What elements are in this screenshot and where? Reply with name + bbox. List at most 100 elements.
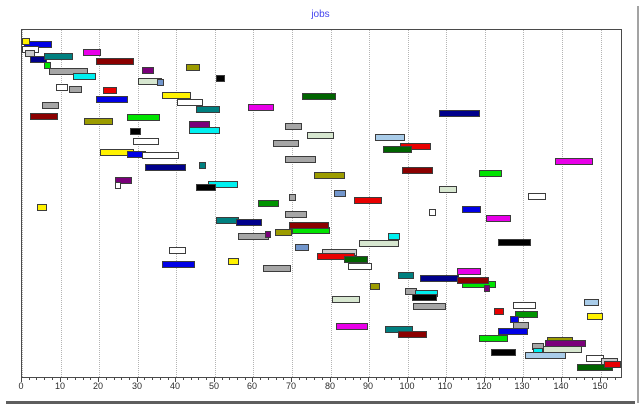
axis-tick <box>438 378 439 380</box>
gantt-bar <box>420 275 459 282</box>
gantt-bar <box>375 134 405 141</box>
axis-tick <box>453 378 454 380</box>
gantt-bar <box>285 211 307 218</box>
gantt-bar <box>584 299 599 306</box>
axis-tick <box>137 378 138 382</box>
gantt-bar <box>258 200 279 207</box>
axis-tick <box>52 378 53 380</box>
axis-tick <box>83 378 84 380</box>
axis-tick <box>90 378 91 380</box>
gantt-bar <box>348 263 372 270</box>
axis-tick <box>445 378 446 382</box>
gantt-bar <box>273 140 299 147</box>
axis-tick <box>476 378 477 380</box>
axis-tick <box>245 378 246 380</box>
gantt-bar <box>84 118 113 125</box>
gantt-bar <box>162 261 195 268</box>
axis-tick <box>191 378 192 380</box>
axis-tick <box>144 378 145 380</box>
axis-tick <box>330 378 331 382</box>
gantt-bar <box>334 190 346 197</box>
gantt-bar <box>96 96 128 103</box>
gantt-bar <box>528 193 546 200</box>
gantt-bar <box>462 206 481 213</box>
axis-tick <box>222 378 223 380</box>
axis-tick <box>391 378 392 380</box>
axis-tick <box>29 378 30 380</box>
gantt-bar <box>295 244 309 251</box>
gantt-bar <box>555 158 593 165</box>
gantt-bar <box>103 87 117 94</box>
gantt-bar <box>83 49 101 56</box>
axis-tick <box>538 378 539 380</box>
axis-tick <box>407 378 408 382</box>
axis-tick <box>152 378 153 380</box>
axis-tick <box>322 378 323 380</box>
gantt-bar <box>515 311 538 318</box>
gantt-bar <box>285 123 302 130</box>
gantt-bar <box>484 285 490 292</box>
gantt-bar <box>37 204 47 211</box>
gridline <box>176 30 177 377</box>
gantt-bar <box>494 308 504 315</box>
gantt-bar <box>370 283 380 290</box>
gantt-bar <box>248 104 274 111</box>
gantt-bar <box>177 99 203 106</box>
x-tick-label: 70 <box>285 381 296 391</box>
x-tick-label: 30 <box>131 381 142 391</box>
gantt-bar <box>429 209 436 216</box>
axis-tick <box>67 378 68 380</box>
axis-tick <box>21 378 22 382</box>
axis-tick <box>546 378 547 380</box>
gantt-bar <box>413 303 446 310</box>
axis-tick <box>106 378 107 380</box>
x-tick-label: 110 <box>437 381 453 391</box>
axis-tick <box>607 378 608 380</box>
gantt-bar <box>336 323 368 330</box>
axis-tick <box>252 378 253 382</box>
axis-tick <box>492 378 493 380</box>
axis-tick <box>36 378 37 380</box>
gantt-bar <box>216 75 225 82</box>
axis-tick <box>337 378 338 380</box>
gantt-bar <box>383 146 412 153</box>
gantt-bar <box>22 38 30 45</box>
gantt-bar <box>157 79 164 86</box>
gantt-bar <box>479 335 508 342</box>
axis-tick <box>60 378 61 382</box>
gridline <box>99 30 100 377</box>
gantt-bar <box>457 268 481 275</box>
gantt-bar <box>307 132 334 139</box>
x-tick-label: 100 <box>399 381 415 391</box>
gantt-bar <box>275 229 292 236</box>
axis-tick <box>468 378 469 380</box>
axis-tick <box>507 378 508 380</box>
axis-tick <box>291 378 292 382</box>
gantt-bar <box>127 114 160 121</box>
axis-tick <box>522 378 523 382</box>
gantt-bar <box>587 313 603 320</box>
gantt-bar <box>359 240 399 247</box>
gantt-bar <box>398 331 427 338</box>
axis-tick <box>484 378 485 382</box>
gridline <box>408 30 409 377</box>
axis-tick <box>422 378 423 380</box>
gantt-bar <box>42 102 59 109</box>
x-tick-label: 20 <box>92 381 103 391</box>
gantt-bar <box>69 86 82 93</box>
x-tick-label: 60 <box>246 381 257 391</box>
gantt-bar <box>196 106 220 113</box>
gantt-bar <box>133 138 159 145</box>
axis-tick <box>129 378 130 380</box>
gantt-bar <box>142 152 179 159</box>
gantt-bar <box>486 215 511 222</box>
axis-tick <box>561 378 562 382</box>
gantt-bar <box>513 302 536 309</box>
gantt-bar <box>162 92 191 99</box>
x-tick-label: 130 <box>514 381 530 391</box>
axis-tick <box>592 378 593 380</box>
axis-tick <box>430 378 431 380</box>
axis-tick <box>353 378 354 380</box>
gantt-bar <box>186 64 200 71</box>
gantt-bar <box>525 352 566 359</box>
